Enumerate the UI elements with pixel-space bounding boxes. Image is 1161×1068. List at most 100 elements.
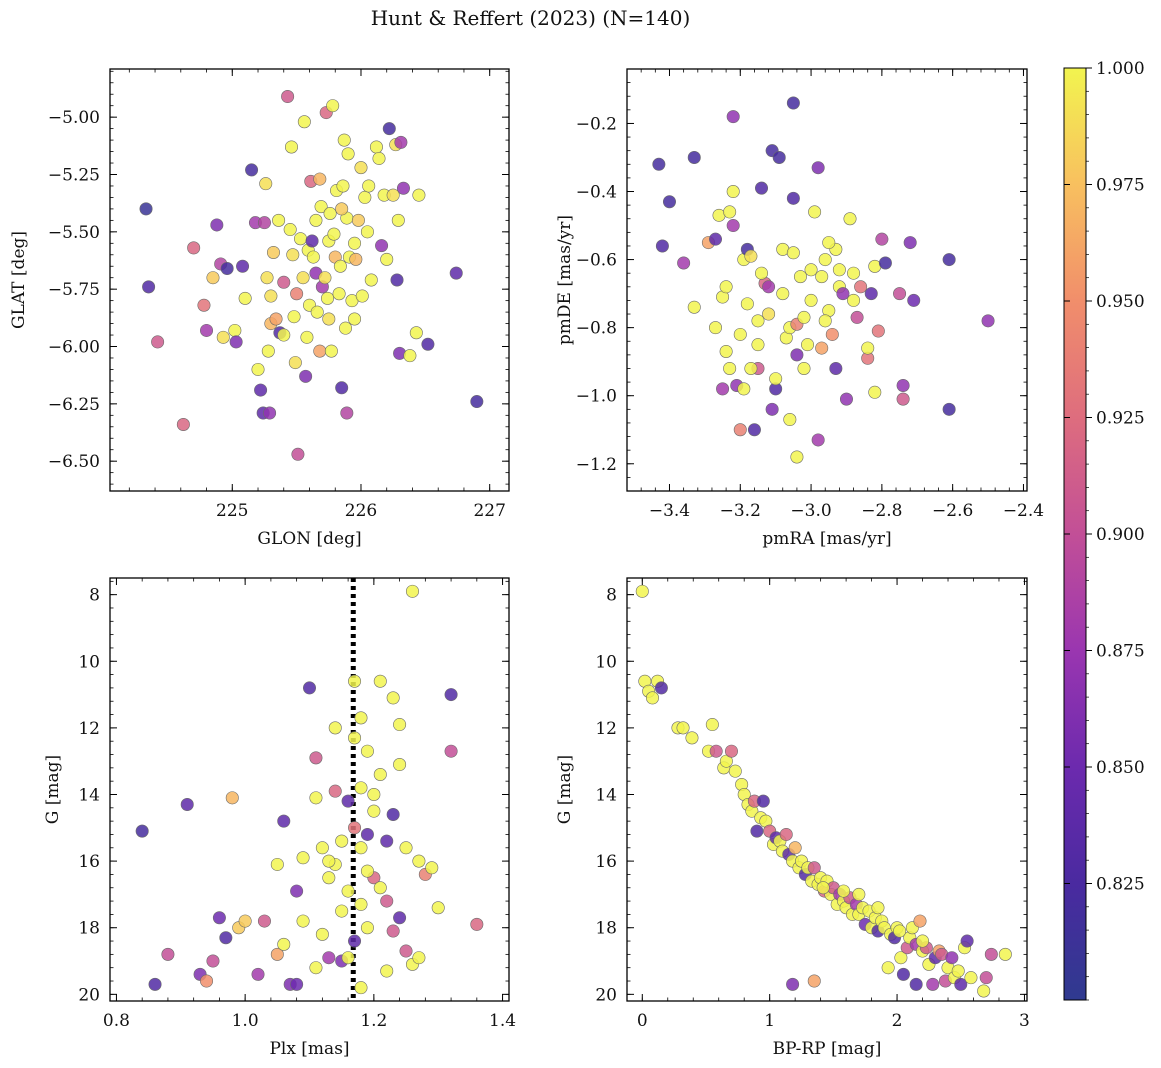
data-point [139, 202, 153, 216]
data-point [747, 423, 761, 437]
data-point [843, 212, 857, 226]
data-point [751, 314, 765, 328]
x-tick-label: −3.2 [720, 501, 761, 521]
data-point [348, 312, 362, 326]
data-point [984, 947, 998, 961]
x-tick-label: −3.0 [790, 501, 831, 521]
data-point [386, 807, 400, 821]
x-tick-label: 0 [637, 1011, 648, 1031]
data-point [852, 887, 866, 901]
data-point [341, 884, 355, 898]
data-point [836, 287, 850, 301]
x-tick-label: 0.8 [103, 1011, 130, 1031]
y-tick-label: −0.2 [576, 114, 617, 134]
data-point [336, 179, 350, 193]
panel-glon-glat: 225 226 227 −5.00 −5.25 −5.50 −5.75 −6.00 −6.25 −… [9, 68, 510, 549]
data-point [212, 911, 226, 925]
y-tick-label: −6.25 [48, 395, 100, 415]
data-point [755, 181, 769, 195]
data-point [449, 266, 463, 280]
data-point [728, 764, 742, 778]
data-point [916, 934, 930, 948]
data-point [954, 977, 968, 991]
data-point [360, 225, 374, 239]
data-point [804, 263, 818, 277]
data-point [832, 263, 846, 277]
data-point [386, 924, 400, 938]
data-point [903, 236, 917, 250]
data-point [393, 718, 407, 732]
data-point [323, 206, 337, 220]
y-tick-label: −5.25 [48, 166, 100, 186]
data-point [709, 744, 723, 758]
data-point [403, 349, 417, 363]
colorbar-tick-label: 0.950 [1096, 292, 1145, 312]
y-tick-label: 12 [595, 719, 617, 739]
y-tick-label: 12 [78, 719, 100, 739]
data-point [151, 335, 165, 349]
data-point [652, 157, 666, 171]
data-point [687, 150, 701, 164]
data-point [354, 161, 368, 175]
data-point [793, 270, 807, 284]
data-point [896, 392, 910, 406]
data-point [765, 402, 779, 416]
x-tick-label: −2.4 [1003, 501, 1044, 521]
data-point [893, 287, 907, 301]
y-axis-label: G [mag] [555, 755, 575, 824]
data-point [176, 417, 190, 431]
data-point [321, 291, 335, 305]
data-point [296, 271, 310, 285]
data-point [284, 140, 298, 154]
colorbar-tick-label: 0.875 [1096, 642, 1145, 662]
data-point [797, 361, 811, 375]
data-point [332, 287, 346, 301]
data-point [444, 744, 458, 758]
data-point [808, 205, 822, 219]
data-point [200, 323, 214, 337]
data-point [277, 937, 291, 951]
data-point [871, 901, 885, 915]
data-point [315, 841, 329, 855]
data-point [750, 824, 764, 838]
data-point [755, 266, 769, 280]
data-point [369, 140, 383, 154]
data-point [733, 423, 747, 437]
data-point [847, 293, 861, 307]
data-point [306, 250, 320, 264]
data-point [259, 177, 273, 191]
data-point [322, 951, 336, 965]
data-point [815, 270, 829, 284]
data-point [288, 356, 302, 370]
data-point [386, 691, 400, 705]
data-point [309, 213, 323, 227]
data-point [220, 262, 234, 276]
colorbar: 0.825 0.850 0.875 0.900 0.925 0.950 0.975 1.000 [1063, 59, 1145, 1001]
data-point [286, 248, 300, 262]
data-point [161, 947, 175, 961]
data-point [309, 961, 323, 975]
data-point [348, 731, 362, 745]
data-point [790, 450, 804, 464]
data-point [896, 378, 910, 392]
y-tick-label: 14 [78, 785, 100, 805]
data-point [868, 385, 882, 399]
data-point [339, 321, 353, 335]
data-point [909, 977, 923, 991]
data-point [776, 287, 790, 301]
y-tick-label: 14 [595, 785, 617, 805]
data-point [228, 323, 242, 337]
data-point [322, 854, 336, 868]
data-point [964, 971, 978, 985]
data-point [393, 758, 407, 772]
data-point [807, 974, 821, 988]
data-point [662, 195, 676, 209]
data-point [772, 150, 786, 164]
data-point [277, 275, 291, 289]
data-point [367, 787, 381, 801]
data-point [293, 232, 307, 246]
data-point [942, 253, 956, 267]
x-tick-label: 1 [764, 1011, 775, 1031]
data-point [829, 361, 843, 375]
